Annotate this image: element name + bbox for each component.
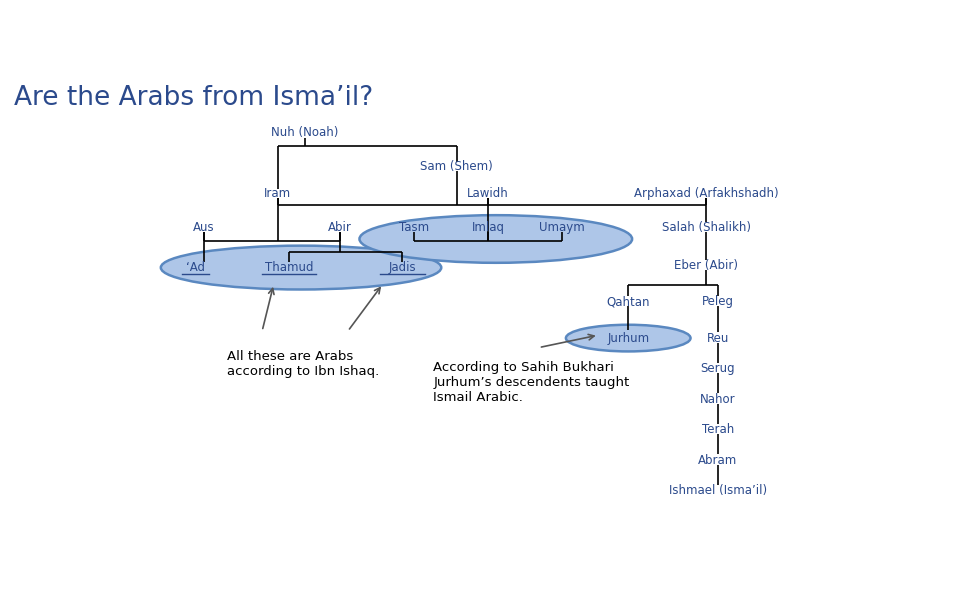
Text: According to Sahih Bukhari
Jurhum’s descendents taught
Ismail Arabic.: According to Sahih Bukhari Jurhum’s desc… [434, 361, 630, 404]
Text: Abir: Abir [328, 221, 352, 234]
Ellipse shape [566, 325, 690, 352]
Text: Ishmael (Isma’il): Ishmael (Isma’il) [669, 484, 767, 497]
Text: Lawidh: Lawidh [467, 187, 509, 200]
Text: ‘Ad: ‘Ad [186, 261, 206, 274]
Text: Eber (Abir): Eber (Abir) [674, 259, 738, 272]
Text: Qahtan: Qahtan [606, 295, 650, 308]
Text: Tasm: Tasm [399, 221, 429, 234]
Ellipse shape [360, 215, 632, 263]
Text: Jurhum: Jurhum [607, 331, 649, 345]
Text: Reu: Reu [707, 331, 729, 345]
Text: Sam (Shem): Sam (Shem) [420, 160, 493, 173]
Text: Iram: Iram [264, 187, 292, 200]
Text: Serug: Serug [700, 362, 735, 375]
Text: Aus: Aus [193, 221, 214, 234]
Text: Are the Arabs from Isma’il?: Are the Arabs from Isma’il? [14, 84, 373, 110]
Text: Terah: Terah [702, 423, 734, 436]
Text: Abram: Abram [698, 454, 737, 466]
Text: Nuh (Noah): Nuh (Noah) [271, 126, 338, 139]
Text: Umaym: Umaym [539, 221, 585, 234]
Text: Jadis: Jadis [388, 261, 416, 274]
Text: Salah (Shalikh): Salah (Shalikh) [662, 221, 751, 234]
Text: Peleg: Peleg [702, 295, 734, 308]
Text: Arphaxad (Arfakhshadh): Arphaxad (Arfakhshadh) [634, 187, 778, 200]
Text: Imlaq: Imlaq [472, 221, 504, 234]
Ellipse shape [161, 246, 442, 289]
Text: All these are Arabs
according to Ibn Ishaq.: All these are Arabs according to Ibn Ish… [227, 349, 379, 378]
Text: Nahor: Nahor [700, 393, 735, 406]
Text: Thamud: Thamud [265, 261, 314, 274]
